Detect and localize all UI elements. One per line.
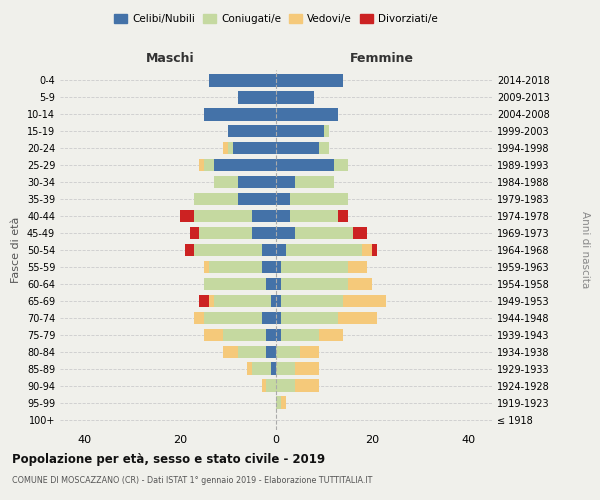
Bar (233, 142, 276, 154)
Bar (353, 226, 367, 239)
Bar (204, 260, 209, 274)
Bar (204, 158, 214, 172)
Bar (276, 91, 314, 104)
Bar (204, 312, 262, 324)
Bar (334, 158, 348, 172)
Bar (276, 192, 290, 205)
Bar (276, 176, 295, 188)
Bar (276, 312, 281, 324)
Bar (295, 226, 353, 239)
Bar (276, 396, 281, 409)
Bar (238, 91, 276, 104)
Y-axis label: Fasce di età: Fasce di età (11, 217, 21, 283)
Bar (262, 260, 276, 274)
Bar (276, 210, 290, 222)
Bar (290, 210, 338, 222)
Bar (276, 158, 334, 172)
Bar (276, 328, 281, 342)
Bar (343, 294, 386, 308)
Bar (281, 278, 348, 290)
Bar (372, 244, 377, 256)
Bar (324, 125, 329, 138)
Text: Anni di nascita: Anni di nascita (580, 212, 590, 288)
Bar (348, 260, 367, 274)
Bar (266, 346, 276, 358)
Bar (300, 346, 319, 358)
Bar (262, 380, 266, 392)
Bar (238, 346, 266, 358)
Bar (194, 210, 252, 222)
Text: Femmine: Femmine (350, 52, 413, 65)
Bar (295, 176, 334, 188)
Bar (276, 260, 281, 274)
Bar (319, 328, 343, 342)
Bar (290, 192, 348, 205)
Bar (238, 192, 276, 205)
Bar (276, 278, 281, 290)
Bar (247, 362, 252, 375)
Bar (194, 312, 204, 324)
Bar (286, 244, 362, 256)
Bar (194, 244, 262, 256)
Bar (223, 142, 228, 154)
Bar (276, 74, 343, 86)
Bar (348, 278, 372, 290)
Bar (276, 226, 295, 239)
Bar (262, 244, 276, 256)
Bar (276, 346, 300, 358)
Text: COMUNE DI MOSCAZZANO (CR) - Dati ISTAT 1° gennaio 2019 - Elaborazione TUTTITALIA: COMUNE DI MOSCAZZANO (CR) - Dati ISTAT 1… (12, 476, 373, 485)
Bar (276, 125, 324, 138)
Bar (204, 328, 223, 342)
Bar (281, 294, 343, 308)
Legend: Celibi/Nubili, Coniugati/e, Vedovi/e, Divorziati/e: Celibi/Nubili, Coniugati/e, Vedovi/e, Di… (110, 10, 442, 29)
Bar (223, 328, 266, 342)
Bar (228, 142, 233, 154)
Bar (362, 244, 372, 256)
Bar (276, 294, 281, 308)
Bar (252, 210, 276, 222)
Bar (209, 74, 276, 86)
Bar (276, 142, 319, 154)
Bar (281, 312, 338, 324)
Bar (209, 294, 214, 308)
Bar (276, 380, 295, 392)
Bar (319, 142, 329, 154)
Bar (271, 362, 276, 375)
Bar (281, 260, 348, 274)
Bar (252, 362, 271, 375)
Bar (214, 158, 276, 172)
Bar (199, 294, 209, 308)
Bar (266, 278, 276, 290)
Bar (199, 158, 204, 172)
Bar (204, 108, 276, 120)
Bar (295, 380, 319, 392)
Bar (338, 210, 348, 222)
Bar (209, 260, 262, 274)
Bar (194, 192, 238, 205)
Bar (266, 328, 276, 342)
Bar (199, 226, 252, 239)
Bar (281, 328, 319, 342)
Bar (214, 294, 271, 308)
Text: Maschi: Maschi (146, 52, 195, 65)
Bar (276, 108, 338, 120)
Bar (214, 176, 238, 188)
Bar (238, 176, 276, 188)
Bar (281, 396, 286, 409)
Bar (276, 362, 295, 375)
Bar (262, 312, 276, 324)
Bar (266, 380, 276, 392)
Bar (338, 312, 377, 324)
Bar (252, 226, 276, 239)
Bar (271, 294, 276, 308)
Bar (228, 125, 276, 138)
Bar (223, 346, 238, 358)
Bar (180, 210, 194, 222)
Bar (190, 226, 199, 239)
Bar (276, 244, 286, 256)
Bar (295, 362, 319, 375)
Bar (204, 278, 266, 290)
Text: Popolazione per età, sesso e stato civile - 2019: Popolazione per età, sesso e stato civil… (12, 452, 325, 466)
Bar (185, 244, 194, 256)
